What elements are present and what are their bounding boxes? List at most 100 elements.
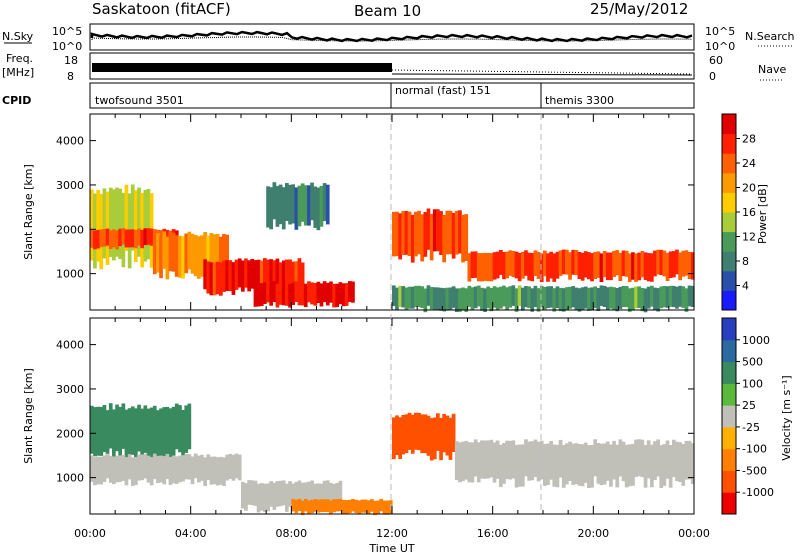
data-cell bbox=[539, 253, 544, 283]
data-cell bbox=[115, 187, 119, 257]
data-cell bbox=[285, 259, 289, 290]
data-cell bbox=[310, 499, 314, 514]
data-cell bbox=[184, 233, 189, 274]
data-cell bbox=[325, 499, 330, 513]
data-cell bbox=[373, 500, 377, 516]
data-cell bbox=[495, 440, 500, 479]
data-cell bbox=[294, 261, 299, 294]
cpid-label: CPID bbox=[2, 94, 31, 107]
data-cell bbox=[442, 214, 446, 263]
data-cell bbox=[134, 408, 138, 459]
data-cell bbox=[325, 184, 330, 225]
y-tick-label: 2000 bbox=[56, 427, 84, 440]
colorbar-swatch bbox=[722, 290, 736, 311]
velocity-colorbar-tick: 100 bbox=[742, 377, 763, 390]
data-cell bbox=[417, 285, 421, 307]
data-cell bbox=[436, 209, 440, 252]
data-cell bbox=[102, 455, 107, 482]
data-cell bbox=[124, 409, 129, 462]
data-cell bbox=[533, 439, 538, 477]
data-cell bbox=[665, 286, 670, 308]
x-tick-label: 08:00 bbox=[275, 527, 307, 540]
data-cell bbox=[253, 260, 258, 291]
data-cell bbox=[225, 454, 229, 481]
data-cell bbox=[162, 456, 167, 485]
data-cell bbox=[609, 252, 613, 281]
data-cell bbox=[480, 440, 484, 479]
data-cell bbox=[146, 188, 151, 260]
data-cell bbox=[533, 250, 538, 276]
data-cell bbox=[467, 285, 472, 307]
data-cell bbox=[112, 409, 116, 461]
data-cell bbox=[527, 441, 531, 481]
data-cell bbox=[134, 456, 138, 485]
data-cell bbox=[662, 250, 667, 277]
data-cell bbox=[171, 406, 176, 456]
data-cell bbox=[215, 233, 220, 274]
data-cell bbox=[225, 234, 229, 276]
colorbar-swatch bbox=[722, 192, 736, 213]
data-cell bbox=[159, 455, 163, 483]
data-cell bbox=[281, 260, 286, 292]
data-cell bbox=[127, 229, 132, 248]
data-cell bbox=[602, 285, 607, 307]
data-cell bbox=[414, 412, 418, 450]
data-cell bbox=[508, 250, 513, 276]
data-cell bbox=[668, 445, 673, 488]
colorbar-swatch bbox=[722, 172, 736, 193]
data-cell bbox=[338, 498, 343, 512]
data-cell bbox=[275, 185, 280, 227]
data-cell bbox=[156, 455, 160, 483]
data-cell bbox=[514, 444, 519, 488]
data-cell bbox=[574, 443, 579, 485]
data-cell bbox=[536, 441, 541, 482]
data-cell bbox=[565, 249, 569, 275]
data-cell bbox=[398, 285, 402, 307]
data-cell bbox=[313, 283, 318, 306]
colorbar-swatch bbox=[722, 133, 736, 154]
data-cell bbox=[124, 457, 129, 486]
data-cell bbox=[222, 234, 226, 275]
data-cell bbox=[190, 456, 195, 485]
data-cell bbox=[118, 455, 122, 482]
data-cell bbox=[322, 499, 327, 513]
data-cell bbox=[307, 281, 311, 303]
data-cell bbox=[467, 442, 472, 483]
data-cell bbox=[146, 228, 151, 245]
data-cell bbox=[451, 286, 456, 308]
data-cell bbox=[115, 404, 119, 452]
data-cell bbox=[341, 500, 346, 514]
data-cell bbox=[445, 210, 450, 255]
data-cell bbox=[624, 286, 629, 308]
data-cell bbox=[108, 403, 113, 449]
data-cell bbox=[476, 253, 481, 282]
data-cell bbox=[209, 456, 214, 485]
data-cell bbox=[546, 253, 550, 282]
data-cell bbox=[259, 283, 264, 306]
data-cell bbox=[127, 408, 132, 459]
data-cell bbox=[467, 253, 472, 282]
data-cell bbox=[278, 184, 283, 225]
colorbar-swatch bbox=[722, 470, 736, 493]
data-cell bbox=[609, 444, 613, 487]
data-cell bbox=[203, 259, 207, 290]
data-cell bbox=[105, 191, 110, 265]
data-cell bbox=[219, 262, 223, 296]
data-cell bbox=[134, 229, 138, 249]
data-cell bbox=[470, 287, 475, 310]
data-cell bbox=[266, 483, 270, 512]
data-cell bbox=[414, 211, 418, 257]
colorbar-swatch bbox=[722, 318, 736, 341]
data-cell bbox=[234, 453, 239, 479]
data-cell bbox=[96, 406, 100, 456]
data-cell bbox=[234, 259, 239, 290]
data-cell bbox=[665, 440, 670, 479]
colorbar-swatch bbox=[722, 114, 736, 135]
data-cell bbox=[690, 285, 695, 307]
data-cell bbox=[480, 287, 484, 311]
data-cell bbox=[593, 286, 597, 308]
data-cell bbox=[439, 211, 443, 255]
data-cell bbox=[404, 414, 409, 453]
data-cell bbox=[93, 407, 97, 457]
data-cell bbox=[102, 229, 107, 247]
